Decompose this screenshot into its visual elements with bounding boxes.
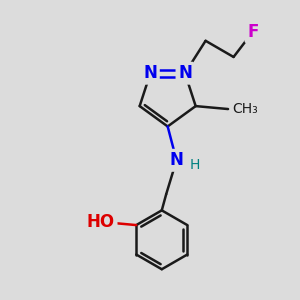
Text: H: H: [190, 158, 200, 172]
Text: HO: HO: [87, 213, 115, 231]
Text: N: N: [178, 64, 192, 82]
Text: N: N: [143, 64, 157, 82]
Text: F: F: [247, 23, 258, 41]
Text: CH₃: CH₃: [232, 102, 258, 116]
Text: N: N: [169, 151, 183, 169]
